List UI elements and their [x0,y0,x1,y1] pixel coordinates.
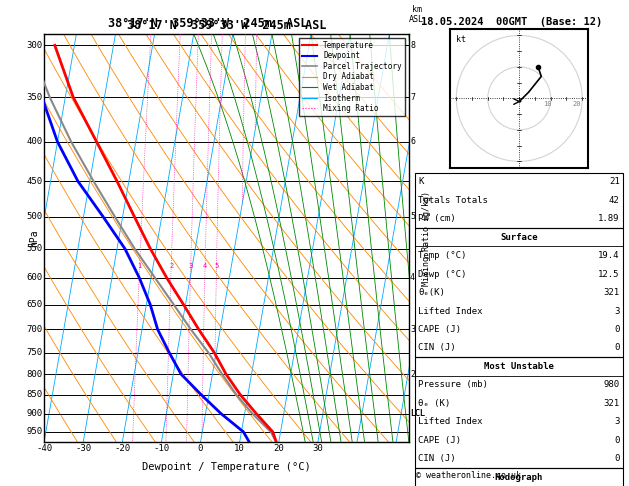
Text: LCL: LCL [410,409,425,418]
Text: Lifted Index: Lifted Index [418,417,483,426]
Text: 5: 5 [214,263,219,269]
Text: 3: 3 [410,325,415,334]
Text: 4: 4 [203,263,207,269]
Text: 10: 10 [234,444,245,453]
Text: Surface: Surface [500,233,538,242]
Text: 6: 6 [410,138,415,146]
Text: 0: 0 [614,454,620,463]
Text: 5: 5 [410,212,415,221]
Text: 7: 7 [410,92,415,102]
Text: 4: 4 [410,273,415,282]
Text: 450: 450 [26,177,43,186]
Text: 20: 20 [274,444,284,453]
Text: 8: 8 [410,41,415,50]
Text: LCL: LCL [410,409,425,418]
Text: CIN (J): CIN (J) [418,344,456,352]
Text: θₑ (K): θₑ (K) [418,399,450,408]
Text: 18.05.2024  00GMT  (Base: 12): 18.05.2024 00GMT (Base: 12) [421,17,603,27]
Text: 1: 1 [138,263,142,269]
Text: CAPE (J): CAPE (J) [418,325,461,334]
Text: -10: -10 [153,444,169,453]
Text: K: K [418,177,424,186]
Text: 0: 0 [614,344,620,352]
Text: 700: 700 [26,325,43,334]
Text: CIN (J): CIN (J) [418,454,456,463]
Text: Temp (°C): Temp (°C) [418,251,467,260]
Text: 38°17'N  359°33'W  245m  ASL: 38°17'N 359°33'W 245m ASL [108,17,308,30]
Text: km
ASL: km ASL [409,4,424,24]
Text: Most Unstable: Most Unstable [484,362,554,371]
Text: 550: 550 [26,244,43,253]
Text: 950: 950 [26,427,43,436]
Text: 980: 980 [603,381,620,389]
Text: Hodograph: Hodograph [495,473,543,482]
Text: Dewp (°C): Dewp (°C) [418,270,467,278]
Text: Lifted Index: Lifted Index [418,307,483,315]
Text: 650: 650 [26,300,43,309]
Text: -20: -20 [114,444,130,453]
Text: 20: 20 [573,101,581,107]
Text: 2: 2 [410,370,415,379]
Text: -40: -40 [36,444,52,453]
Text: -30: -30 [75,444,91,453]
Text: Mixing Ratio (g/kg): Mixing Ratio (g/kg) [422,191,431,286]
Text: 800: 800 [26,370,43,379]
Text: 3: 3 [614,307,620,315]
Text: 1.89: 1.89 [598,214,620,223]
Text: 0: 0 [198,444,203,453]
Text: 321: 321 [603,288,620,297]
Text: 850: 850 [26,390,43,399]
Text: Dewpoint / Temperature (°C): Dewpoint / Temperature (°C) [142,462,311,472]
Text: 500: 500 [26,212,43,221]
Text: θₑ(K): θₑ(K) [418,288,445,297]
Text: © weatheronline.co.uk: © weatheronline.co.uk [416,471,521,480]
Text: 3: 3 [614,417,620,426]
Text: 10: 10 [543,101,552,107]
Text: Pressure (mb): Pressure (mb) [418,381,488,389]
Text: Totals Totals: Totals Totals [418,196,488,205]
Text: 42: 42 [609,196,620,205]
Text: 0: 0 [614,325,620,334]
Text: 600: 600 [26,273,43,282]
Text: 38°17'N  359°33'W  245m  ASL: 38°17'N 359°33'W 245m ASL [126,19,326,33]
Text: CAPE (J): CAPE (J) [418,436,461,445]
Text: 21: 21 [609,177,620,186]
Text: 321: 321 [603,399,620,408]
Text: 3: 3 [189,263,193,269]
Legend: Temperature, Dewpoint, Parcel Trajectory, Dry Adiabat, Wet Adiabat, Isotherm, Mi: Temperature, Dewpoint, Parcel Trajectory… [299,38,405,116]
Text: 0: 0 [614,436,620,445]
Text: 12.5: 12.5 [598,270,620,278]
Text: kt: kt [456,35,466,44]
Text: 400: 400 [26,138,43,146]
Text: 30: 30 [313,444,323,453]
Text: 750: 750 [26,348,43,357]
Text: PW (cm): PW (cm) [418,214,456,223]
Text: 2: 2 [169,263,173,269]
Text: 19.4: 19.4 [598,251,620,260]
Text: 900: 900 [26,409,43,418]
Text: 300: 300 [26,41,43,50]
Text: 350: 350 [26,92,43,102]
Text: hPa: hPa [30,229,39,247]
